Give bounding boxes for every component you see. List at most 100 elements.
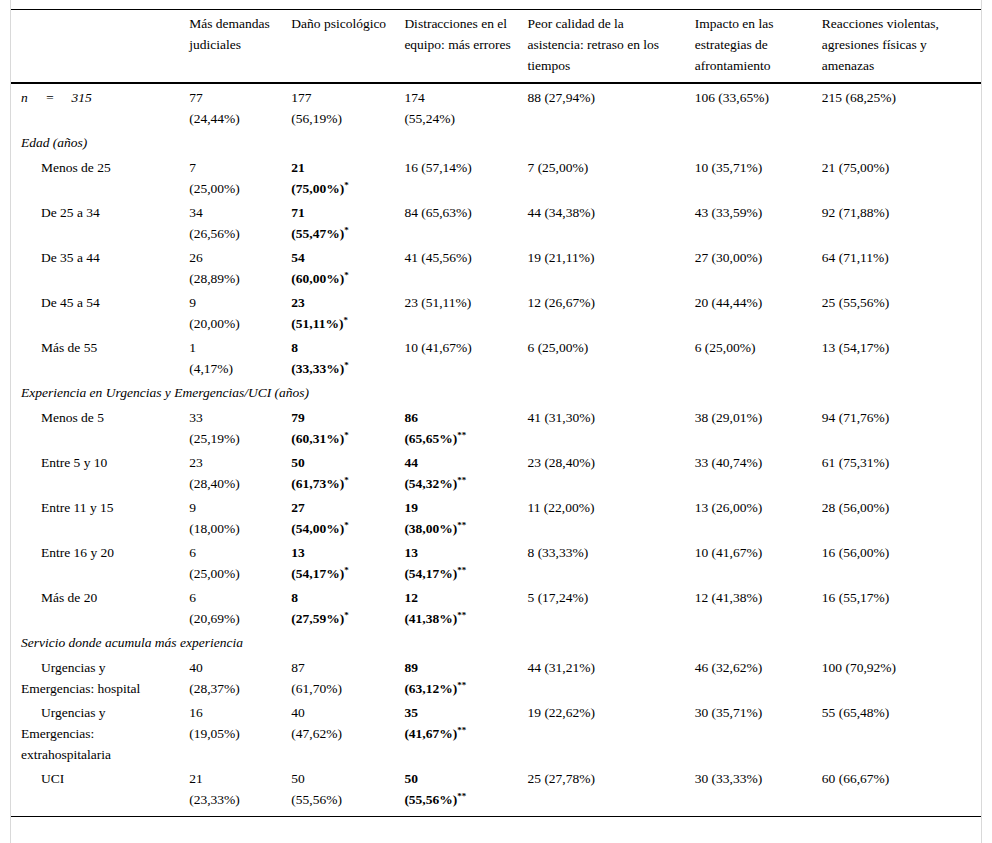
table-header: Más demandas judicialesDaño psicológicoD…: [11, 10, 981, 84]
value-line: (25,19%): [189, 428, 277, 449]
value-line: 6 (25,00%): [528, 337, 681, 358]
row-label: De 45 a 54: [11, 289, 189, 334]
row-label: Menos de 5: [11, 404, 189, 449]
significance-asterisk: **: [457, 520, 466, 530]
table-row: Entre 16 y 206(25,00%)13(54,17%)*13(54,1…: [11, 539, 981, 584]
value-cell: 20 (44,44%): [695, 289, 822, 334]
value-line: 7: [189, 157, 277, 178]
row-label: Entre 16 y 20: [11, 539, 189, 584]
value-line: 50: [404, 768, 513, 789]
value-line: 19 (22,62%): [528, 702, 681, 723]
value-line: 40: [189, 657, 277, 678]
value-line: (26,56%): [189, 223, 277, 244]
value-cell: 87(61,70%): [291, 654, 404, 699]
value-line: (55,24%): [404, 108, 513, 129]
value-cell: 11 (22,00%): [528, 494, 695, 539]
row-label: Entre 5 y 10: [11, 449, 189, 494]
significance-asterisk: *: [344, 475, 349, 485]
significance-asterisk: **: [457, 791, 466, 801]
value-line: 54: [291, 247, 390, 268]
value-cell: 44 (31,21%): [528, 654, 695, 699]
value-cell: 9(20,00%): [189, 289, 291, 334]
row-label: Urgencias y Emergencias: extrahospitalar…: [11, 699, 189, 765]
value-cell: 5 (17,24%): [528, 584, 695, 629]
value-cell: 6(25,00%): [189, 539, 291, 584]
table-body: n = 31577(24,44%)177(56,19%)174(55,24%)8…: [11, 83, 981, 817]
value-line: 8: [291, 587, 390, 608]
value-cell: 28 (56,00%): [822, 494, 981, 539]
value-cell: 16(19,05%): [189, 699, 291, 765]
value-cell: 86(65,65%)**: [404, 404, 527, 449]
value-line: (41,38%)**: [404, 608, 513, 629]
value-line: 5 (17,24%): [528, 587, 681, 608]
value-cell: 43 (33,59%): [695, 199, 822, 244]
value-line: (25,00%): [189, 563, 277, 584]
value-line: 35: [404, 702, 513, 723]
value-cell: 177(56,19%): [291, 83, 404, 129]
value-line: 77: [189, 87, 277, 108]
value-line: (54,00%)*: [291, 518, 390, 539]
value-line: 13: [291, 542, 390, 563]
row-label: Más de 20: [11, 584, 189, 629]
column-header: Más demandas judiciales: [189, 10, 291, 84]
table-row: De 45 a 549(20,00%)23(51,11%)*23 (51,11%…: [11, 289, 981, 334]
value-line: 19: [404, 497, 513, 518]
table-row: Más de 206(20,69%)8(27,59%)*12(41,38%)**…: [11, 584, 981, 629]
column-header: Daño psicológico: [291, 10, 404, 84]
row-label: Urgencias y Emergencias: hospital: [11, 654, 189, 699]
value-cell: 10 (41,67%): [404, 334, 527, 379]
value-line: 177: [291, 87, 390, 108]
value-cell: 6 (25,00%): [528, 334, 695, 379]
table-row: Menos de 257(25,00%)21(75,00%)*16 (57,14…: [11, 154, 981, 199]
value-line: 23: [291, 292, 390, 313]
value-line: 11 (22,00%): [528, 497, 681, 518]
value-cell: 50(61,73%)*: [291, 449, 404, 494]
value-line: (28,37%): [189, 678, 277, 699]
value-line: 21: [291, 157, 390, 178]
value-cell: 7(25,00%): [189, 154, 291, 199]
value-cell: 94 (71,76%): [822, 404, 981, 449]
row-label: UCI: [11, 765, 189, 817]
value-cell: 64 (71,11%): [822, 244, 981, 289]
column-header: Reacciones violentas, agresiones físicas…: [822, 10, 981, 84]
value-cell: 23 (51,11%): [404, 289, 527, 334]
value-line: 30 (33,33%): [695, 768, 808, 789]
value-line: (61,73%)*: [291, 473, 390, 494]
value-cell: 19 (21,11%): [528, 244, 695, 289]
value-line: (75,00%)*: [291, 178, 390, 199]
value-cell: 34(26,56%): [189, 199, 291, 244]
value-line: 9: [189, 292, 277, 313]
value-line: (28,89%): [189, 268, 277, 289]
value-cell: 41 (45,56%): [404, 244, 527, 289]
value-line: (60,31%)*: [291, 428, 390, 449]
section-label: Experiencia en Urgencias y Emergencias/U…: [11, 379, 981, 404]
value-line: 61 (75,31%): [822, 452, 967, 473]
significance-asterisk: *: [344, 520, 349, 530]
value-line: 30 (35,71%): [695, 702, 808, 723]
table-row: n = 31577(24,44%)177(56,19%)174(55,24%)8…: [11, 83, 981, 129]
value-line: 23: [189, 452, 277, 473]
value-cell: 89(63,12%)**: [404, 654, 527, 699]
value-cell: 10 (41,67%): [695, 539, 822, 584]
significance-asterisk: **: [457, 610, 466, 620]
row-label: De 25 a 34: [11, 199, 189, 244]
value-line: 33 (40,74%): [695, 452, 808, 473]
value-line: (56,19%): [291, 108, 390, 129]
value-cell: 84 (65,63%): [404, 199, 527, 244]
value-line: (63,12%)**: [404, 678, 513, 699]
value-line: (41,67%)**: [404, 723, 513, 744]
value-cell: 25 (27,78%): [528, 765, 695, 817]
significance-asterisk: **: [457, 475, 466, 485]
value-cell: 60 (66,67%): [822, 765, 981, 817]
value-cell: 8(27,59%)*: [291, 584, 404, 629]
value-cell: 19 (22,62%): [528, 699, 695, 765]
value-line: 94 (71,76%): [822, 407, 967, 428]
value-cell: 23(51,11%)*: [291, 289, 404, 334]
value-cell: 8 (33,33%): [528, 539, 695, 584]
value-line: 41 (45,56%): [404, 247, 513, 268]
value-line: (47,62%): [291, 723, 390, 744]
value-line: 86: [404, 407, 513, 428]
value-cell: 23(28,40%): [189, 449, 291, 494]
table-row: Urgencias y Emergencias: hospital40(28,3…: [11, 654, 981, 699]
value-line: 106 (33,65%): [695, 87, 808, 108]
